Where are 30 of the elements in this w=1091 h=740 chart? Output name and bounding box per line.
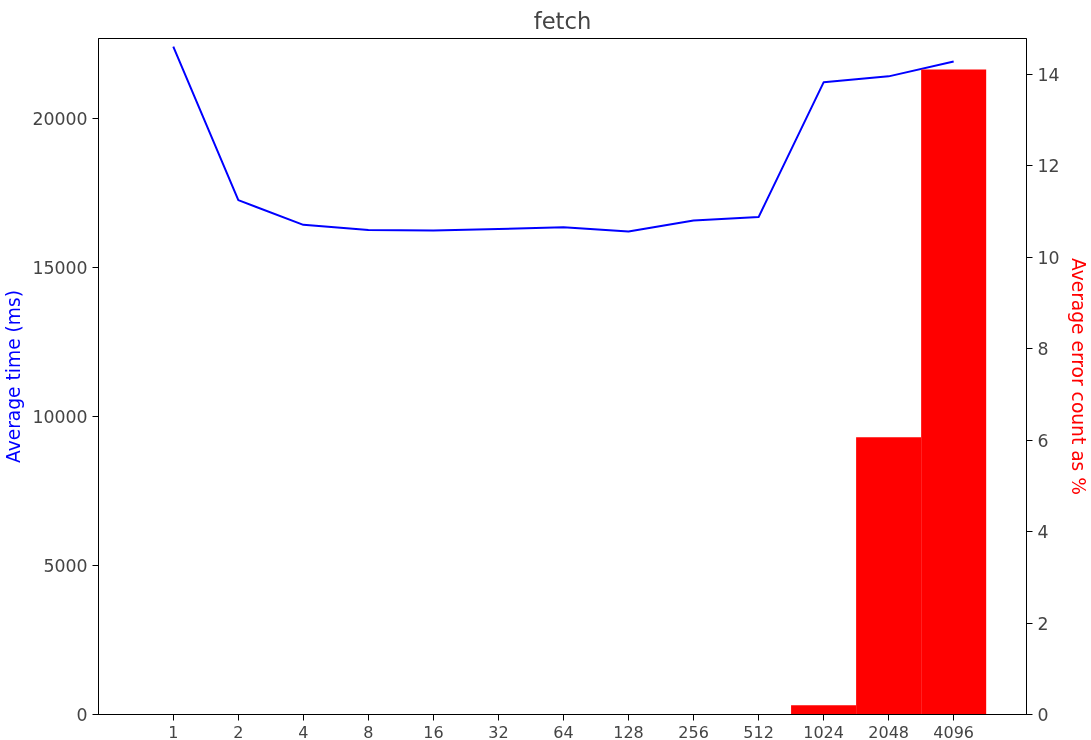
x-tick-label: 512 — [743, 722, 774, 740]
x-tick-label: 1024 — [803, 722, 844, 740]
y2-tick-label: 2 — [1037, 613, 1049, 634]
x-tick-label: 2048 — [868, 722, 909, 740]
y-tick-label: 0 — [76, 705, 88, 725]
y-tick-label: 15000 — [32, 257, 88, 278]
y2-axis-title: Average error count as % — [1067, 257, 1089, 496]
x-tick-label: 1 — [168, 722, 179, 740]
x-tick-label: 64 — [553, 722, 574, 740]
y2-tick-label: 0 — [1037, 705, 1049, 725]
y-tick-label: 20000 — [32, 108, 88, 129]
y2-tick-label: 6 — [1037, 430, 1049, 451]
x-tick-label: 32 — [488, 722, 509, 740]
y2-tick-label: 12 — [1037, 156, 1060, 177]
x-tick-label: 256 — [678, 722, 709, 740]
x-tick-label: 8 — [363, 722, 374, 740]
line-series — [172, 45, 955, 233]
x-tick-label: 4096 — [933, 722, 975, 740]
x-tick-label: 4 — [298, 722, 309, 740]
y-tick-label: 10000 — [32, 406, 88, 427]
y-axis-title: Average time (ms) — [3, 289, 25, 464]
x-tick-label: 2 — [233, 722, 244, 740]
y-tick-label: 5000 — [43, 555, 88, 576]
y2-tick-label: 4 — [1037, 522, 1049, 543]
y2-tick-label: 14 — [1037, 64, 1060, 85]
chart-title: fetch — [533, 7, 592, 34]
y2-tick-label: 10 — [1037, 247, 1060, 268]
x-tick-label: 16 — [423, 722, 444, 740]
x-tick-label: 128 — [613, 722, 644, 740]
y2-tick-label: 8 — [1037, 339, 1049, 360]
